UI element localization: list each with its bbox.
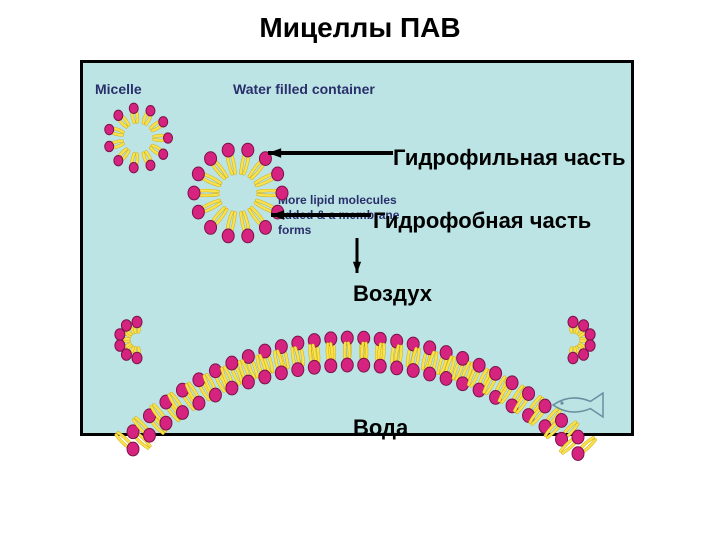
diagram-svg [83, 63, 631, 433]
diagram-frame: Micelle Water filled container More lipi… [80, 60, 634, 436]
slide-title: Мицеллы ПАВ [0, 12, 720, 44]
